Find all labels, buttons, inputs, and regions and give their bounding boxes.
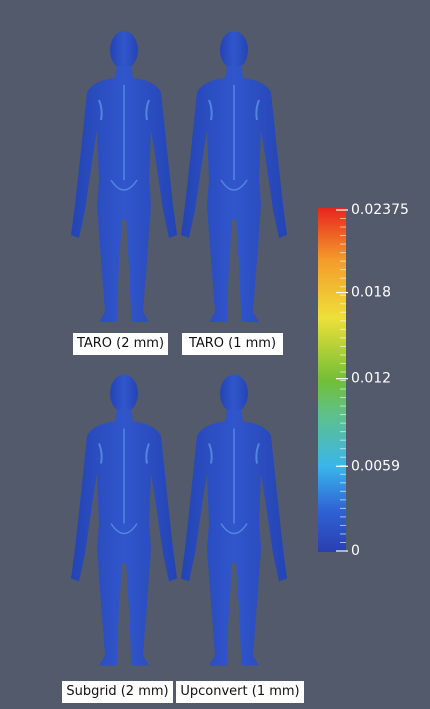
panel-label: TARO (1 mm) bbox=[182, 333, 283, 355]
body-render bbox=[181, 375, 287, 666]
body-render bbox=[71, 31, 177, 322]
colorbar-minor-ticks bbox=[340, 210, 346, 551]
panel-label: Upconvert (1 mm) bbox=[176, 681, 304, 703]
tick-label: 0.018 bbox=[351, 285, 391, 301]
tick-label: 0.02375 bbox=[351, 202, 409, 218]
body-render bbox=[71, 375, 177, 666]
tick-label: 0.0059 bbox=[351, 458, 400, 474]
panel-label: Subgrid (2 mm) bbox=[62, 681, 173, 703]
tick-label: 0 bbox=[351, 543, 360, 559]
page: 0.02375 0.018 0.012 0.0059 0 TARO (2 mm) TAR… bbox=[0, 0, 430, 709]
body-render bbox=[181, 31, 287, 322]
tick-label: 0.012 bbox=[351, 371, 391, 387]
panel-label: TARO (2 mm) bbox=[73, 333, 168, 355]
colorbar-ticks: 0.02375 0.018 0.012 0.0059 0 bbox=[336, 202, 409, 559]
